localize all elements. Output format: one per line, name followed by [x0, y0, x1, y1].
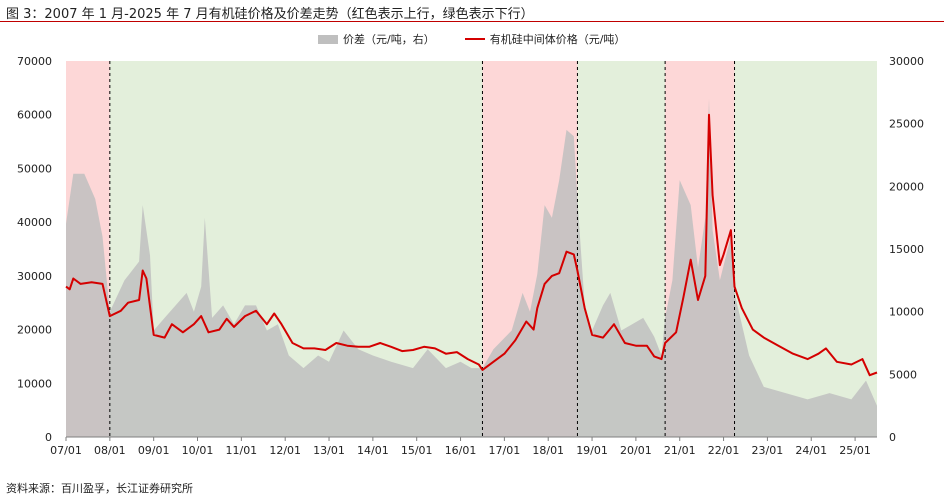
x-tick-label: 15/01 [401, 444, 433, 457]
x-tick-label: 22/01 [708, 444, 740, 457]
y-right-tick-label: 25000 [889, 118, 924, 131]
y-right-tick-label: 30000 [889, 55, 924, 68]
y-right-tick-label: 0 [889, 431, 896, 444]
y-left-tick-label: 60000 [17, 109, 52, 122]
legend-swatch-price [464, 38, 485, 40]
x-tick-label: 18/01 [532, 444, 564, 457]
axes: 0 10000 20000 30000 40000 50000 60000 70000 0 500… [17, 55, 924, 457]
y-right-tick-label: 15000 [889, 243, 924, 256]
x-tick-label: 24/01 [795, 444, 827, 457]
x-tick-label: 13/01 [313, 444, 345, 457]
x-tick-label: 09/01 [138, 444, 170, 457]
y-left-tick-label: 40000 [17, 216, 52, 229]
x-tick-label: 08/01 [94, 444, 126, 457]
legend-item-price: 有机硅中间体价格（元/吨） [464, 31, 626, 47]
legend-label-spread: 价差（元/吨，右） [343, 33, 435, 46]
x-tick-label: 12/01 [269, 444, 301, 457]
y-right-tick-label: 5000 [889, 368, 917, 381]
x-tick-label: 17/01 [489, 444, 521, 457]
chart-title: 图 3：2007 年 1 月-2025 年 7 月有机硅价格及价差走势（红色表示… [6, 7, 534, 22]
x-tick-label: 10/01 [182, 444, 214, 457]
y-left-tick-label: 30000 [17, 270, 52, 283]
legend-item-spread: 价差（元/吨，右） [318, 31, 435, 47]
region-boundaries [109, 61, 736, 437]
y-left-tick-label: 0 [45, 431, 52, 444]
x-tick-label: 07/01 [50, 444, 82, 457]
x-tick-label: 21/01 [664, 444, 696, 457]
y-left-tick-label: 70000 [17, 55, 52, 68]
x-tick-label: 23/01 [752, 444, 784, 457]
y-left-tick-label: 50000 [17, 162, 52, 175]
legend-swatch-spread [318, 34, 338, 44]
y-right-tick-label: 20000 [889, 180, 924, 193]
x-tick-label: 19/01 [576, 444, 608, 457]
price-line-series [65, 113, 878, 377]
y-left-tick-label: 10000 [17, 377, 52, 390]
spread-area-layer [66, 98, 877, 437]
y-left-tick-label: 20000 [17, 324, 52, 337]
legend-label-price: 有机硅中间体价格（元/吨） [489, 33, 626, 46]
title-divider [0, 21, 944, 22]
x-tick-label: 16/01 [445, 444, 477, 457]
x-tick-label: 14/01 [357, 444, 389, 457]
y-right-tick-label: 10000 [889, 306, 924, 319]
spread-area-series [66, 98, 877, 437]
source-note: 资料来源：百川盈孚，长江证券研究所 [6, 482, 193, 495]
chart-legend: 价差（元/吨，右） 有机硅中间体价格（元/吨） [318, 31, 655, 47]
x-tick-label: 25/01 [839, 444, 871, 457]
x-tick-label: 11/01 [225, 444, 257, 457]
trend-region-down [734, 61, 877, 437]
x-tick-label: 20/01 [620, 444, 652, 457]
price-line-layer [65, 113, 878, 377]
